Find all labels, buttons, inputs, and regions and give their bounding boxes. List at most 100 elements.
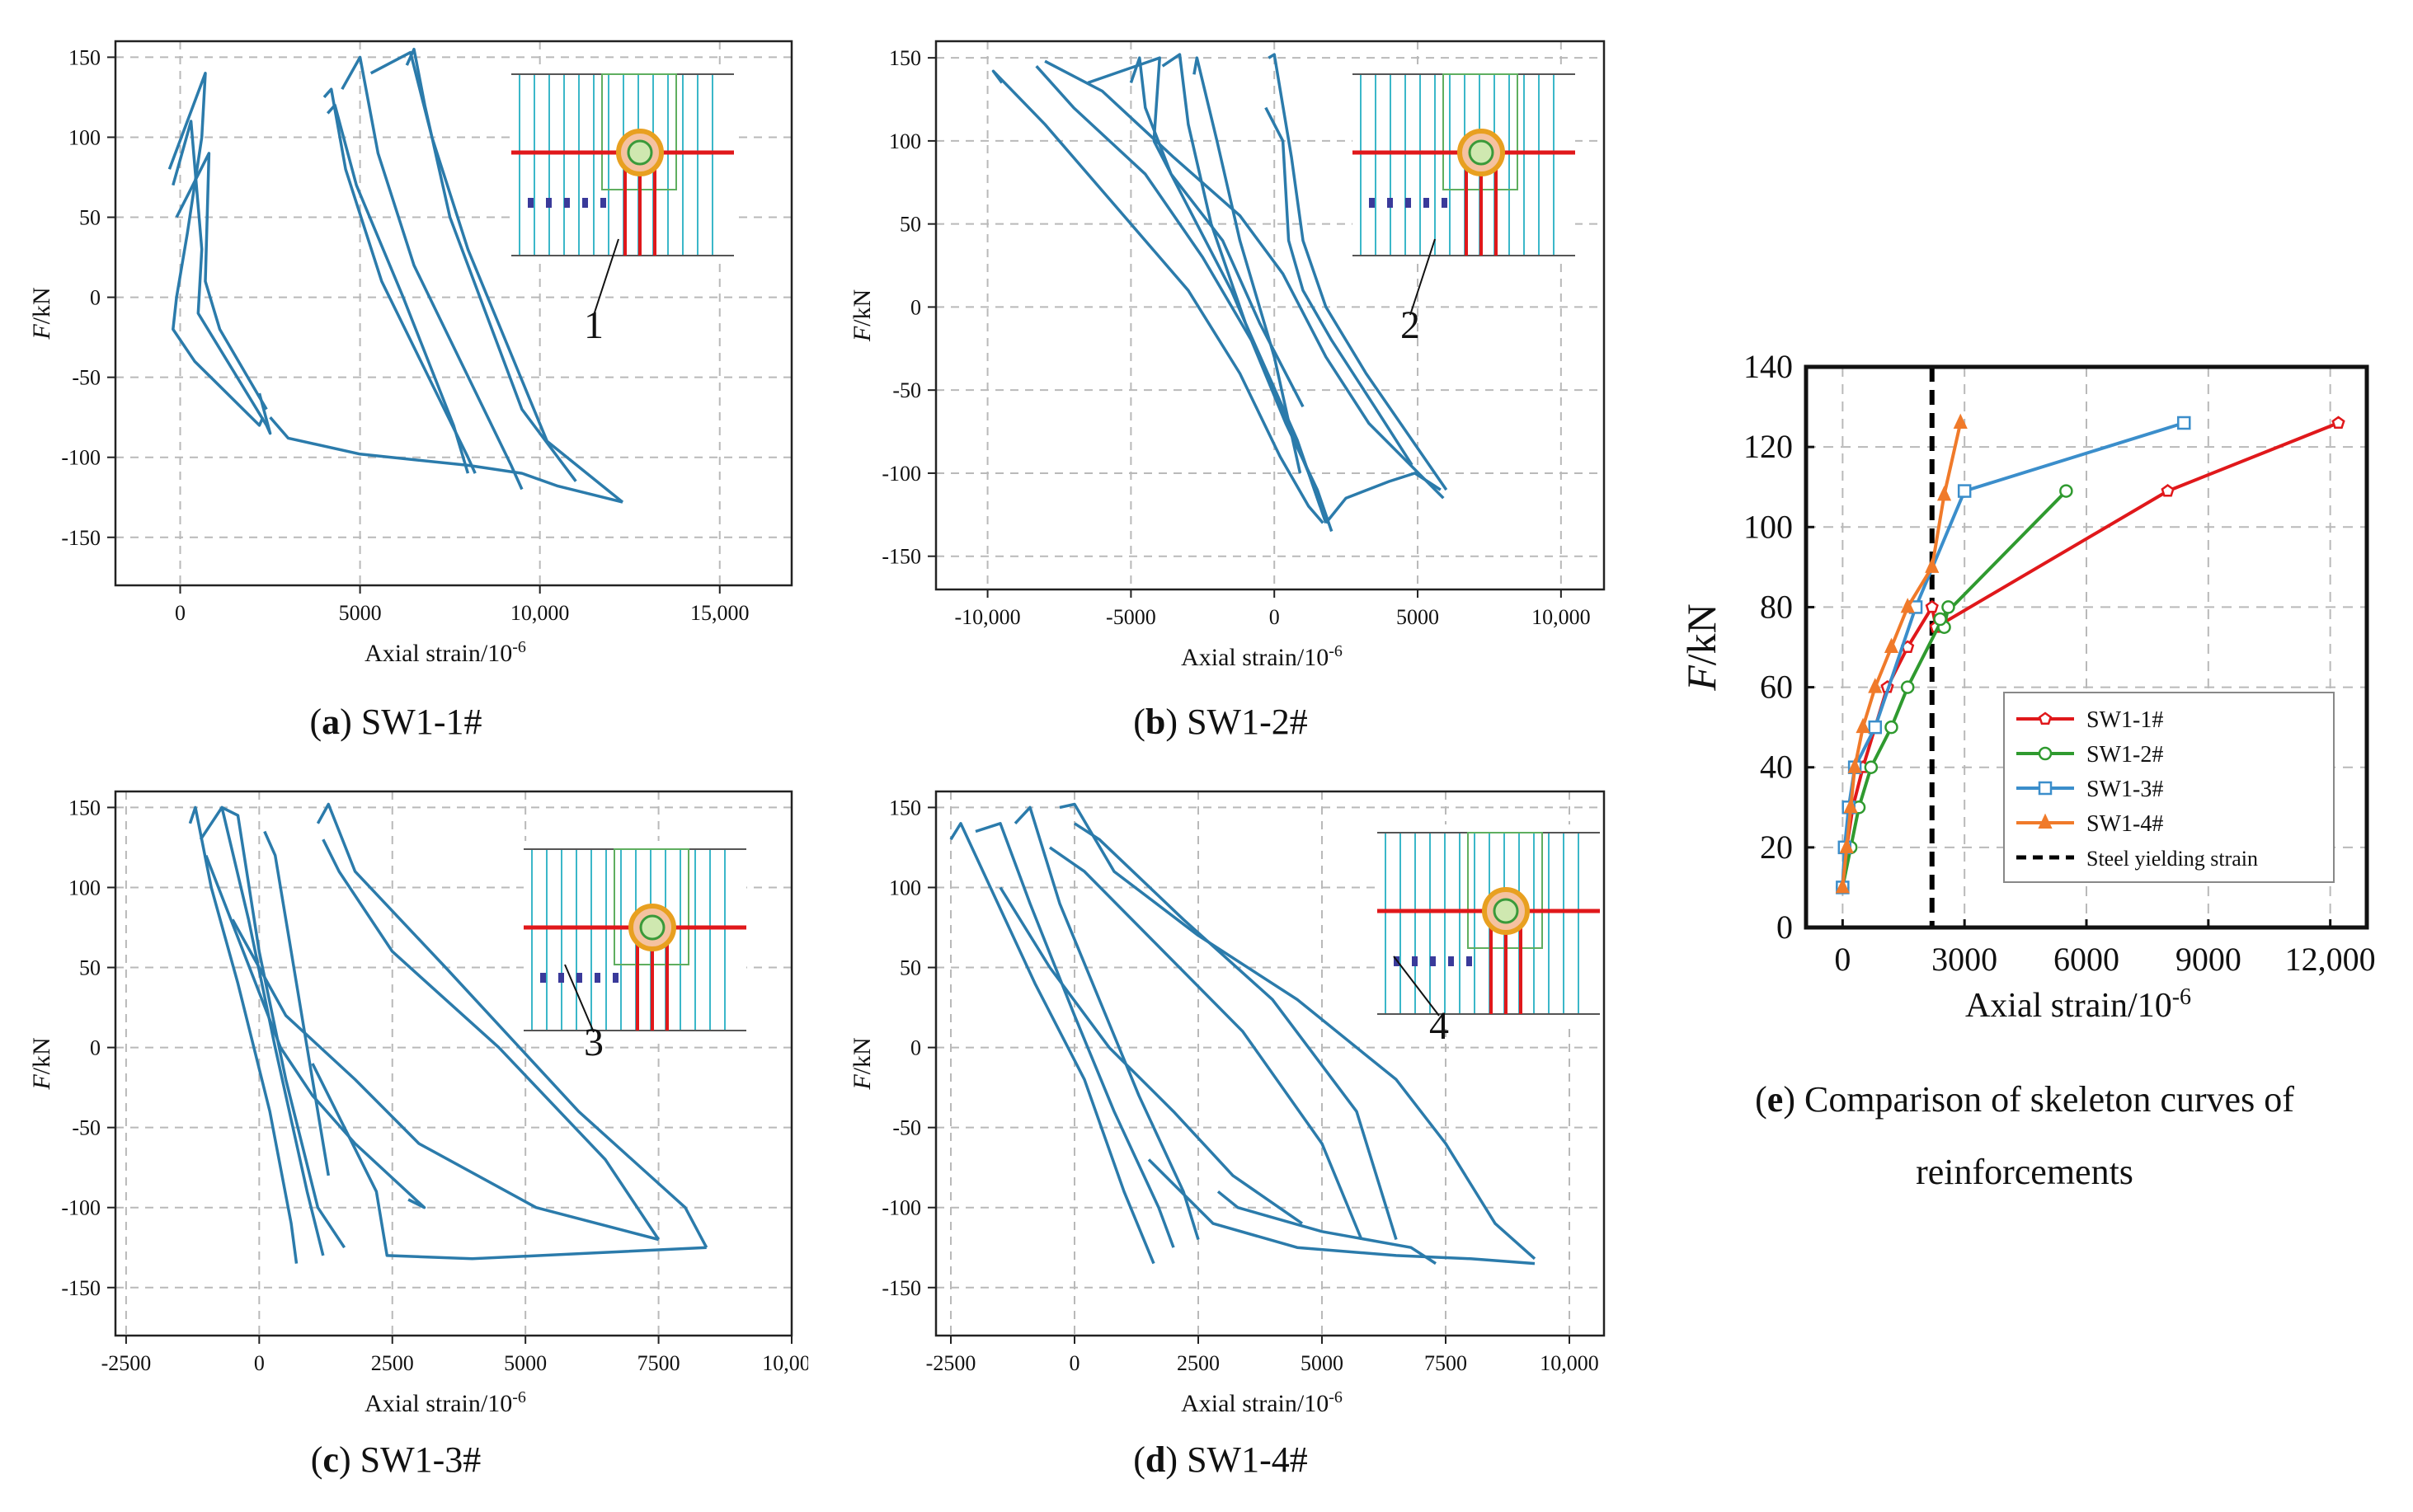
y-axis-label: F/kN: [849, 1037, 876, 1090]
x-tick-label: -2500: [101, 1351, 152, 1375]
data-point: [2059, 484, 2073, 498]
x-axis-label: Axial strain/10-6: [365, 638, 526, 667]
data-point: [2161, 484, 2175, 497]
hysteresis-cycle-9: [1324, 472, 1442, 524]
legend-marker: [2038, 711, 2053, 725]
inset-diagram: 3: [524, 841, 746, 1064]
y-tick-label: 50: [79, 956, 101, 980]
y-axis-label: F/kN: [28, 1037, 55, 1090]
inset-core: [1468, 139, 1494, 166]
hysteresis-cycle-1: [188, 805, 299, 1264]
hysteresis-cycle-7: [369, 50, 624, 504]
hysteresis-cycle-3: [221, 805, 346, 1249]
x-tick-label: 0: [254, 1351, 265, 1375]
hysteresis-cycle-8: [999, 886, 1303, 1225]
legend-label: SW1-3#: [2086, 777, 2163, 802]
y-tick-label: -50: [892, 1116, 921, 1140]
x-axis-label: Axial strain/10-6: [1181, 1388, 1343, 1417]
inset-gauge: [1442, 198, 1447, 208]
data-point: [1864, 760, 1879, 774]
y-axis-label: F/kN: [849, 289, 876, 342]
inset-gauge: [1369, 198, 1375, 208]
inset-gauge: [1423, 198, 1429, 208]
x-tick-label: 0: [175, 601, 186, 625]
y-tick-label: 0: [90, 286, 101, 310]
inset-leader: [1393, 956, 1440, 1017]
y-tick-label: 120: [1743, 428, 1793, 465]
data-point: [2331, 416, 2345, 429]
y-tick-label: -150: [61, 1276, 101, 1300]
x-tick-label: 12,000: [2285, 941, 2376, 978]
y-tick-label: 100: [68, 125, 101, 149]
hysteresis-cycle-3: [175, 152, 268, 411]
data-point: [1868, 678, 1883, 693]
x-tick-label: 9000: [2175, 941, 2241, 978]
legend-marker: [2038, 781, 2053, 796]
x-tick-label: 0: [1834, 941, 1851, 978]
hysteresis-cycle-6: [1049, 846, 1363, 1241]
inset-core: [1493, 898, 1519, 924]
caption-c: (c) SW1-3#: [310, 1439, 482, 1480]
legend-label: SW1-2#: [2086, 742, 2163, 768]
inset-gauge: [1412, 956, 1418, 966]
legend-item: SW1-2#: [2016, 742, 2163, 768]
hysteresis-cycle-1: [949, 822, 1155, 1265]
y-tick-label: 100: [889, 129, 921, 153]
x-tick-label: 2500: [371, 1351, 414, 1375]
hysteresis-cycle-2: [199, 805, 325, 1256]
data-point: [1953, 413, 1968, 429]
hysteresis-cycle-2: [975, 822, 1175, 1248]
hysteresis-cycle-7: [1268, 53, 1448, 491]
hysteresis-cycle-5: [322, 87, 477, 474]
data-point: [2177, 416, 2191, 430]
y-tick-label: -150: [882, 545, 921, 569]
data-point: [1843, 797, 1858, 814]
x-tick-label: -10,000: [954, 605, 1020, 629]
hysteresis-cycle-1: [167, 72, 265, 427]
y-tick-label: -50: [72, 1116, 101, 1140]
y-tick-label: 150: [68, 796, 101, 819]
caption-a: (a) SW1-1#: [309, 702, 482, 742]
y-tick-label: 50: [900, 213, 921, 237]
y-tick-label: -100: [61, 446, 101, 470]
inset-gauge: [576, 973, 582, 983]
y-tick-label: 0: [1776, 909, 1793, 946]
inset-diagram: 2: [1352, 66, 1575, 347]
inset-leader: [593, 238, 619, 316]
y-tick-label: 100: [1743, 508, 1793, 545]
inset-gauge: [540, 973, 546, 983]
inset-label: 2: [1400, 303, 1420, 347]
hysteresis-cycle-5: [1192, 56, 1302, 474]
inset-gauge: [1405, 198, 1411, 208]
legend: SW1-1# SW1-2# SW1-3# SW1-4# Steel yielding s…: [2003, 692, 2335, 883]
data-point: [1847, 758, 1862, 773]
x-tick-label: 7500: [637, 1351, 680, 1375]
hysteresis-cycle-9: [263, 830, 331, 1176]
caption-d: (d) SW1-4#: [1133, 1439, 1308, 1480]
inset-diagram: 1: [511, 66, 734, 347]
hysteresis-cycle-4: [1059, 802, 1536, 1261]
hysteresis-cycle-5: [1074, 822, 1398, 1241]
data-point: [1936, 486, 1952, 501]
y-tick-label: -100: [882, 1196, 921, 1220]
chart-a: 0 5000 10,000 15,000 -150 -100 -50 0 50 100 150 Axi…: [28, 40, 793, 667]
y-tick-label: 20: [1760, 829, 1793, 866]
y-tick-label: -50: [892, 378, 921, 402]
plot-frame: [114, 790, 793, 1337]
data-point: [1957, 484, 1972, 498]
data-point: [1884, 637, 1899, 653]
legend-label: SW1-1#: [2086, 707, 2163, 733]
legend-item: Steel yielding strain: [2016, 847, 2258, 871]
hysteresis-cycle-9: [326, 103, 470, 474]
y-tick-label: -100: [61, 1196, 101, 1220]
hysteresis-cycle-6: [322, 838, 661, 1241]
x-tick-label: 5000: [1301, 1351, 1343, 1375]
y-tick-label: 0: [910, 295, 921, 319]
hysteresis-cycle-7: [1147, 1158, 1536, 1265]
series-SW1-4: [1835, 413, 1968, 894]
caption-b: (b) SW1-2#: [1133, 702, 1308, 742]
hysteresis-cycle-8: [231, 918, 660, 1242]
x-tick-label: 5000: [339, 601, 382, 625]
inset-leader: [564, 964, 595, 1033]
x-axis-label: Axial strain/10-6: [365, 1388, 526, 1417]
